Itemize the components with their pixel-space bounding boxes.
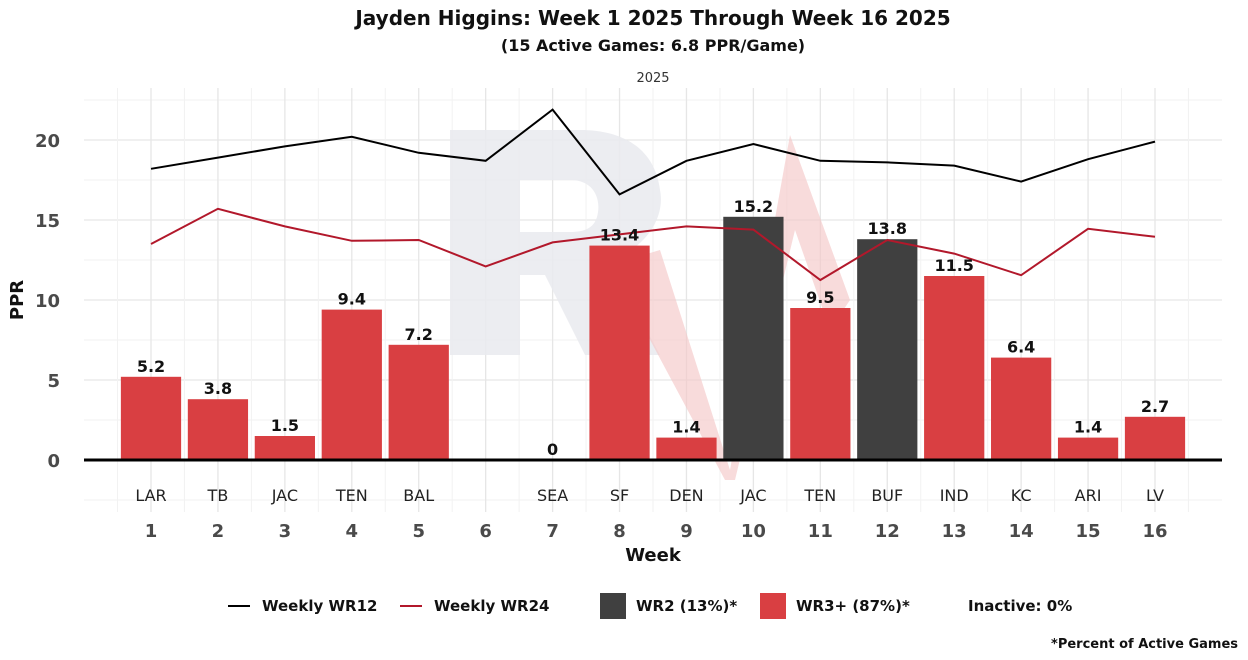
opponent-label: JAC — [739, 486, 766, 505]
bar-label-week-2: 3.8 — [204, 379, 232, 398]
opponent-label: DEN — [669, 486, 703, 505]
bar-label-week-9: 1.4 — [672, 418, 700, 437]
y-tick-label: 10 — [35, 291, 60, 312]
opponent-label: TB — [207, 486, 229, 505]
opponent-label: BAL — [403, 486, 434, 505]
y-tick-label: 20 — [35, 131, 60, 152]
opponent-label: JAC — [271, 486, 298, 505]
bars — [120, 216, 1186, 460]
bar-week-4 — [321, 309, 382, 460]
x-tick-label: 1 — [145, 521, 158, 542]
legend-label: Weekly WR24 — [434, 597, 549, 615]
opponent-labels: LAR TB JAC TEN BAL SEA SF DEN JAC TEN BUF IND KC ARI L… — [135, 486, 1164, 505]
bar-week-9 — [656, 437, 717, 460]
opponent-label: TEN — [335, 486, 368, 505]
watermark-m — [610, 135, 850, 480]
bar-week-11 — [790, 308, 851, 460]
bar-week-15 — [1057, 437, 1119, 460]
opponent-label: SEA — [537, 486, 568, 505]
facet-label: 2025 — [636, 71, 669, 86]
x-tick-label: 16 — [1142, 521, 1167, 542]
bar-label-week-7: 0 — [547, 440, 558, 459]
bar-week-16 — [1124, 416, 1186, 460]
opponent-label: LAR — [135, 486, 166, 505]
x-tick-label: 12 — [875, 521, 900, 542]
bar-labels: 5.2 3.8 1.5 9.4 7.2 0 13.4 1.4 15.2 9.5 13.8 11.5 6.… — [137, 197, 1169, 459]
x-tick-label: 8 — [613, 521, 626, 542]
x-tick-label: 14 — [1009, 521, 1034, 542]
line-weekly-wr24 — [150, 207, 1156, 282]
opponent-label: SF — [610, 486, 629, 505]
bar-label-week-5: 7.2 — [405, 325, 433, 344]
bar-label-week-13: 11.5 — [934, 256, 973, 275]
legend-label: WR2 (13%)* — [636, 597, 737, 615]
bar-label-week-3: 1.5 — [271, 416, 299, 435]
bar-label-week-11: 9.5 — [806, 288, 834, 307]
legend: Weekly WR12 Weekly WR24 WR2 (13%)* WR3+ (87… — [228, 593, 1072, 619]
legend-box-key — [600, 593, 626, 619]
opponent-label: ARI — [1075, 486, 1102, 505]
x-tick-label: 7 — [546, 521, 559, 542]
bar-week-2 — [187, 399, 249, 460]
opponent-label: KC — [1011, 486, 1032, 505]
bar-week-3 — [254, 436, 315, 460]
bar-label-week-14: 6.4 — [1007, 338, 1035, 357]
bar-label-week-12: 13.8 — [868, 219, 907, 238]
x-axis-label: Week — [625, 545, 682, 566]
series-lines — [150, 108, 1156, 282]
x-tick-label: 13 — [942, 521, 967, 542]
bar-label-week-15: 1.4 — [1074, 418, 1102, 437]
bar-label-week-16: 2.7 — [1141, 397, 1169, 416]
x-tick-label: 10 — [741, 521, 766, 542]
bar-label-week-1: 5.2 — [137, 357, 165, 376]
bar-week-14 — [991, 357, 1052, 460]
bar-label-week-8: 13.4 — [600, 226, 639, 245]
bar-week-1 — [120, 376, 182, 460]
legend-box-key — [760, 593, 786, 619]
bar-week-8 — [589, 245, 650, 460]
x-tick-label: 2 — [212, 521, 225, 542]
bar-week-5 — [388, 344, 449, 460]
y-ticks: 0 5 10 15 20 — [35, 131, 60, 472]
chart-subtitle: (15 Active Games: 6.8 PPR/Game) — [501, 36, 805, 55]
x-tick-label: 4 — [346, 521, 359, 542]
bar-week-13 — [924, 276, 985, 460]
bar-week-12 — [857, 239, 918, 460]
opponent-label: TEN — [803, 486, 836, 505]
y-tick-label: 5 — [47, 371, 60, 392]
footnote: *Percent of Active Games — [1051, 637, 1238, 652]
line-weekly-wr12 — [150, 108, 1156, 196]
y-tick-label: 15 — [35, 211, 60, 232]
y-axis-label: PPR — [7, 280, 28, 320]
x-ticks: 1 2 3 4 5 6 7 8 9 10 11 12 13 14 15 16 — [145, 521, 1168, 542]
bar-label-week-4: 9.4 — [338, 290, 366, 309]
legend-label: Weekly WR12 — [262, 597, 377, 615]
y-tick-label: 0 — [47, 451, 60, 472]
x-tick-label: 3 — [279, 521, 292, 542]
x-tick-label: 11 — [808, 521, 833, 542]
legend-label: WR3+ (87%)* — [796, 597, 910, 615]
x-tick-label: 6 — [479, 521, 492, 542]
legend-label: Inactive: 0% — [968, 597, 1072, 615]
watermark — [450, 130, 850, 480]
x-tick-label: 15 — [1076, 521, 1101, 542]
opponent-label: IND — [940, 486, 969, 505]
x-tick-label: 9 — [680, 521, 693, 542]
opponent-label: LV — [1146, 486, 1164, 505]
bar-week-10 — [723, 216, 784, 460]
opponent-label: BUF — [871, 486, 903, 505]
chart-title: Jayden Higgins: Week 1 2025 Through Week… — [353, 6, 950, 30]
x-tick-label: 5 — [412, 521, 425, 542]
bar-label-week-10: 15.2 — [734, 197, 773, 216]
